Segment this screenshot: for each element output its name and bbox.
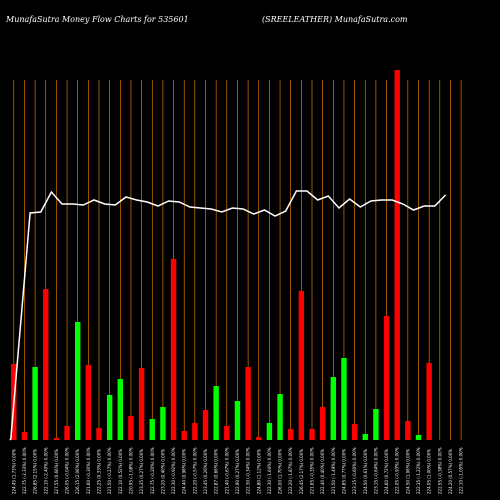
x-tick-label: 226.00 (1.70%) 0.00%: [278, 449, 283, 494]
x-tick-label: 227.55 (0.66%) 0.00%: [54, 449, 59, 494]
x-tick-label: 224.85 (0.77%) 0.00%: [341, 449, 346, 494]
x-tick-label: 221.60 (-0.30%) 0.00%: [86, 447, 91, 494]
x-tick-label: 222.90 (0.27%) 0.00%: [235, 449, 240, 494]
x-tick-label: 224.50 (1.06%) 0.00%: [405, 449, 410, 494]
bar-outflow: [288, 429, 294, 440]
x-tick-label: 222.25 (0.33%) 0.00%: [97, 449, 102, 494]
price-line: [9, 190, 447, 441]
bar-outflow: [21, 432, 28, 440]
bar-outflow: [53, 438, 60, 440]
x-tick-label: 222.05 (-0.93%) 0.00%: [395, 447, 400, 494]
bar-inflow: [117, 379, 123, 440]
x-tick-label: 222.87 (0.66%) 0.00%: [214, 449, 219, 494]
bar-inflow: [106, 395, 113, 440]
x-tick-label: 224.40 (0.98%) 0.00%: [182, 449, 187, 494]
x-tick-label: 224.80 (1.12%) 0.00%: [256, 449, 261, 494]
x-tick-label: 224.45 (1.73%) 0.00%: [11, 449, 16, 494]
x-tick-label: 223.45 (0.26%) 0.00%: [203, 449, 208, 494]
x-tick-label: 222.30 (-1.64%) 0.00%: [267, 447, 272, 494]
bar-outflow: [394, 70, 400, 440]
x-tick-label: 222.10 (-2.40%) 0.00%: [43, 447, 48, 494]
bar-outflow: [351, 424, 358, 440]
bar-inflow: [330, 377, 336, 440]
bar-inflow: [266, 423, 273, 440]
x-tick-label: 222.30 (-0.34%) 0.00%: [246, 447, 251, 494]
bar-inflow: [341, 358, 347, 440]
x-tick-label: 223.35 (0.27%) 0.00%: [139, 449, 144, 494]
bar-outflow: [426, 363, 432, 440]
chart-title-right: (SREELEATHER) MunafaSutra.com: [262, 15, 408, 24]
x-tick-label: 223.15 (-0.64%) 0.00%: [373, 447, 378, 494]
x-tick-label: 222.10 (-1.05%) 0.00%: [459, 447, 464, 494]
bar-outflow: [319, 407, 326, 440]
price-line-path: [9, 190, 447, 441]
bar-outflow: [202, 410, 209, 440]
x-tick-label: 222.10 (0.52%) 0.00%: [118, 449, 123, 494]
x-tick-label: 224.20 (0.57%) 0.00%: [448, 449, 453, 494]
bar-inflow: [234, 401, 241, 440]
bar-outflow: [138, 368, 145, 440]
x-tick-label: 224.05 (1.00%) 0.00%: [427, 449, 432, 494]
x-tick-label: 222.15 (-1.22%) 0.00%: [416, 447, 421, 494]
bar-inflow: [277, 394, 283, 440]
bar-inflow: [213, 386, 219, 440]
bar-inflow: [373, 409, 379, 440]
bar-inflow: [149, 419, 155, 440]
bar-outflow: [96, 428, 102, 440]
bar-outflow: [298, 291, 305, 440]
x-tick-label: 223.20 (0.40%) 0.00%: [160, 449, 165, 494]
x-tick-label: 223.15 (-0.60%) 0.00%: [352, 447, 357, 494]
x-tick-label: 220.95 (-1.08%) 0.00%: [128, 447, 133, 494]
x-tick-label: 221.50 (-0.27%) 0.00%: [107, 447, 112, 494]
x-tick-label: 222.30 (-0.92%) 0.00%: [171, 447, 176, 494]
x-tick-label: 221.50 (-1.49%) 0.00%: [331, 447, 336, 494]
x-tick-label: 222.20 (-0.57%) 0.00%: [192, 447, 197, 494]
bar-outflow: [64, 426, 70, 440]
bar-inflow: [415, 435, 422, 440]
bar-inflow: [160, 407, 166, 440]
x-tick-label: 224.50 (0.61%) 0.00%: [363, 449, 368, 494]
bar-outflow: [383, 316, 390, 440]
x-tick-label: 222.40 (0.40%) 0.00%: [320, 449, 325, 494]
bar-outflow: [224, 426, 230, 440]
bar-outflow: [309, 429, 315, 440]
x-tick-label: 222.20 (-1.87%) 0.00%: [288, 447, 293, 494]
x-tick-label: 222.55 (-0.38%) 0.00%: [437, 447, 442, 494]
x-tick-label: 226.15 (2.06%) 0.00%: [75, 449, 80, 494]
x-tick-label: 226.85 (2.15%) 0.00%: [33, 449, 38, 494]
x-tick-label: 221.40 (-0.67%) 0.00%: [224, 447, 229, 494]
bar-inflow: [75, 322, 81, 440]
bar-outflow: [85, 365, 92, 440]
x-tick-label: 222.75 (-2.33%) 0.00%: [22, 447, 27, 494]
x-tick-label: 226.45 (2.17%) 0.00%: [299, 449, 304, 494]
x-tick-label: 224.60 (0.72%) 0.00%: [384, 449, 389, 494]
bar-outflow: [245, 367, 251, 440]
bar-outflow: [43, 289, 49, 440]
bar-outflow: [170, 259, 177, 440]
bar-outflow: [181, 431, 187, 440]
x-tick-label: 222.75 (-0.20%) 0.00%: [150, 447, 155, 494]
x-tick-label: 226.05 (-0.04%) 0.00%: [65, 447, 70, 494]
bar-inflow: [32, 367, 38, 440]
chart-title-left: MunafaSutra Money Flow Charts for 535601: [5, 15, 189, 24]
x-axis-labels: 224.45 (1.73%) 0.00% 222.75 (-2.33%) 0.00…: [11, 447, 463, 494]
money-flow-bars: [11, 70, 432, 440]
x-tick-label: 221.65 (-0.35%) 0.00%: [310, 447, 315, 494]
bar-outflow: [256, 437, 262, 440]
bar-outflow: [192, 423, 198, 440]
bar-outflow: [128, 416, 134, 440]
bar-inflow: [362, 434, 368, 440]
bar-outflow: [405, 421, 411, 440]
